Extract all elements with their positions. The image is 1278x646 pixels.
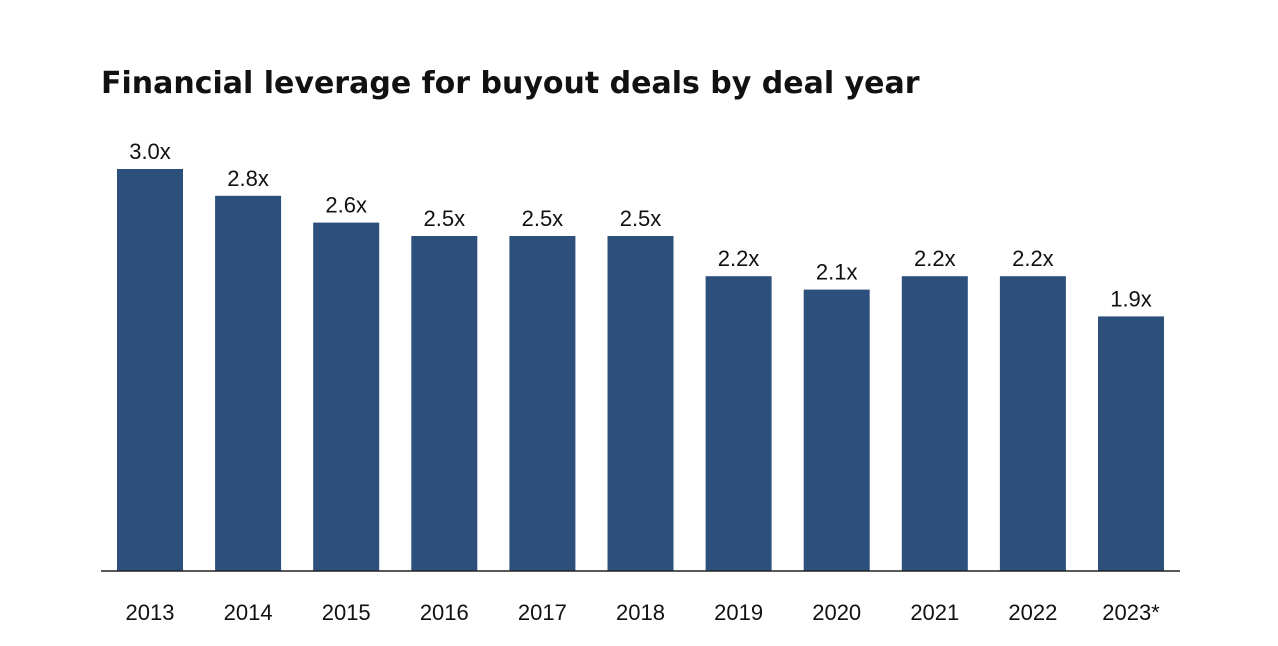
bar-2017: [509, 236, 576, 571]
x-tick-label: 2018: [616, 600, 665, 625]
bar-2021: [901, 276, 968, 571]
bar-2018: [607, 236, 674, 571]
value-label: 1.9x: [1110, 286, 1152, 311]
x-tick-label: 2017: [518, 600, 567, 625]
value-label: 2.5x: [424, 206, 466, 231]
bar-2023: [1098, 316, 1164, 571]
value-label: 2.5x: [522, 206, 564, 231]
value-label: 3.0x: [129, 139, 171, 164]
x-tick-label: 2022: [1008, 600, 1057, 625]
value-label: 2.1x: [816, 260, 858, 285]
value-label: 2.2x: [914, 246, 956, 271]
value-label: 2.2x: [718, 246, 760, 271]
chart-title: Financial leverage for buyout deals by d…: [101, 66, 920, 101]
value-label: 2.5x: [620, 206, 662, 231]
x-tick-label: 2021: [910, 600, 959, 625]
x-tick-label: 2013: [126, 600, 175, 625]
bar-2013: [117, 169, 183, 571]
x-tick-label: 2016: [420, 600, 469, 625]
x-tick-label: 2014: [224, 600, 273, 625]
value-label: 2.8x: [227, 166, 269, 191]
x-tick-label: 2015: [322, 600, 371, 625]
bars-layer: [117, 169, 1164, 572]
x-tick-label: 2019: [714, 600, 763, 625]
bar-2015: [313, 222, 380, 571]
labels-layer: 3.0x 2013 2.8x 2014 2.6x 2015 2.5x 2016 2.5x 2017…: [126, 139, 1161, 625]
value-label: 2.2x: [1012, 246, 1054, 271]
bar-2019: [705, 276, 772, 571]
x-tick-label: 2023*: [1102, 600, 1160, 625]
bar-2016: [411, 236, 478, 571]
bar-2014: [215, 195, 282, 572]
x-tick-label: 2020: [812, 600, 861, 625]
bar-2022: [999, 276, 1066, 571]
value-label: 2.6x: [325, 193, 367, 218]
bar-2020: [803, 289, 870, 571]
